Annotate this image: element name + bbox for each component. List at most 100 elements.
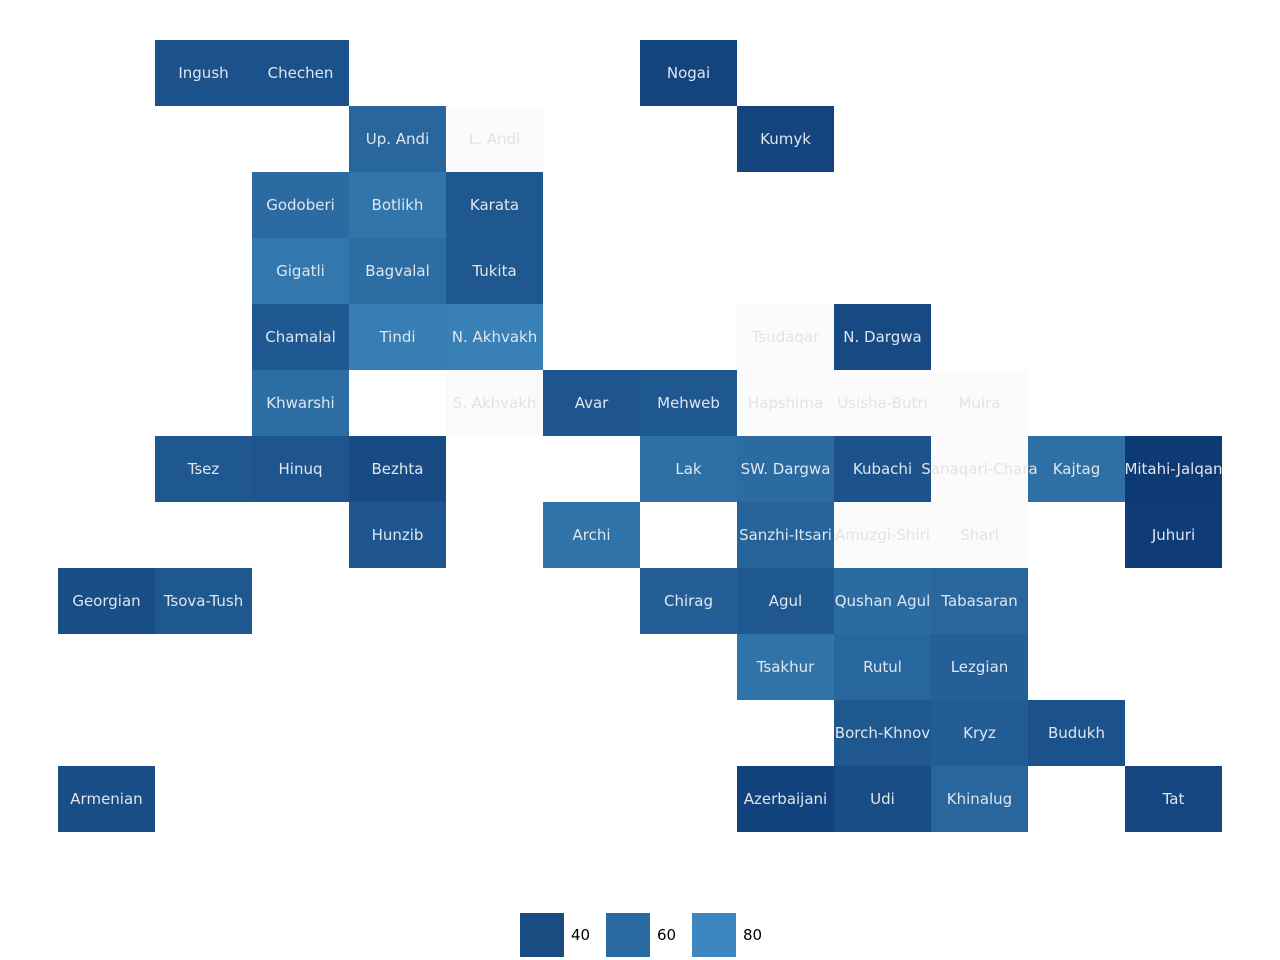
tile-label-sanzhi-itsari: Sanzhi-Itsari: [739, 526, 832, 544]
tile-gigatli: [252, 238, 349, 304]
tile-label-tabasaran: Tabasaran: [940, 592, 1017, 610]
tile-nogai: [640, 40, 737, 106]
tile-udi: [834, 766, 931, 832]
tile-label-kajtag: Kajtag: [1053, 460, 1101, 478]
tile-tat: [1125, 766, 1222, 832]
tile-label-kryz: Kryz: [963, 724, 996, 742]
tile-kajtag: [1028, 436, 1125, 502]
tile-label-tsakhur: Tsakhur: [756, 658, 815, 676]
tile-label-gigatli: Gigatli: [276, 262, 325, 280]
tile-label-hapshima: Hapshima: [748, 394, 823, 412]
tile-n-akhvakh: [446, 304, 543, 370]
tile-sw-dargwa: [737, 436, 834, 502]
tile-up-andi: [349, 106, 446, 172]
tile-label-godoberi: Godoberi: [266, 196, 335, 214]
tile-hunzib: [349, 502, 446, 568]
color-legend: 40 60 80: [520, 913, 762, 957]
tile-usisha-butri: [834, 370, 931, 436]
tile-label-avar: Avar: [575, 394, 609, 412]
tile-rutul: [834, 634, 931, 700]
tile-khinalug: [931, 766, 1028, 832]
tile-label-rutul: Rutul: [863, 658, 902, 676]
tile-label-usisha-butri: Usisha-Butri: [837, 394, 927, 412]
tile-label-hinuq: Hinuq: [279, 460, 323, 478]
tile-n-dargwa: [834, 304, 931, 370]
tile-juhuri: [1125, 502, 1222, 568]
tile-label-botlikh: Botlikh: [372, 196, 424, 214]
tile-label-sanaqari-chara: Sanaqari-Chara: [921, 460, 1037, 478]
tile-label-kumyk: Kumyk: [760, 130, 811, 148]
tile-godoberi: [252, 172, 349, 238]
tile-borch-khnov: [834, 700, 931, 766]
tile-tsakhur: [737, 634, 834, 700]
tile-label-hunzib: Hunzib: [372, 526, 424, 544]
legend-label-40: 40: [571, 926, 590, 944]
tile-amuzgi-shiri: [834, 502, 931, 568]
tile-label-georgian: Georgian: [72, 592, 140, 610]
tile-s-akhvakh: [446, 370, 543, 436]
tile-label-chechen: Chechen: [268, 64, 334, 82]
tile-label-budukh: Budukh: [1048, 724, 1105, 742]
tile-label-azerbaijani: Azerbaijani: [744, 790, 827, 808]
tile-label-tukita: Tukita: [471, 262, 516, 280]
legend-label-80: 80: [743, 926, 762, 944]
tile-kubachi: [834, 436, 931, 502]
tile-label-tsova-tush: Tsova-Tush: [163, 592, 244, 610]
tile-label-archi: Archi: [572, 526, 610, 544]
tile-label-khinalug: Khinalug: [947, 790, 1012, 808]
tile-label-nogai: Nogai: [667, 64, 710, 82]
tile-tabasaran: [931, 568, 1028, 634]
tile-label-agul: Agul: [769, 592, 802, 610]
tile-label-n-akhvakh: N. Akhvakh: [452, 328, 537, 346]
tile-label-amuzgi-shiri: Amuzgi-Shiri: [835, 526, 930, 544]
tile-hapshima: [737, 370, 834, 436]
tile-muira: [931, 370, 1028, 436]
tile-chamalal: [252, 304, 349, 370]
tile-label-karata: Karata: [470, 196, 519, 214]
legend-swatch-80: [692, 913, 736, 957]
tile-sanaqari-chara: [931, 436, 1028, 502]
tile-tsez: [155, 436, 252, 502]
tile-sanzhi-itsari: [737, 502, 834, 568]
tile-chirag: [640, 568, 737, 634]
tile-mitahi-jalqan: [1125, 436, 1222, 502]
tile-bezhta: [349, 436, 446, 502]
tile-avar: [543, 370, 640, 436]
tile-bagvalal: [349, 238, 446, 304]
tile-karata: [446, 172, 543, 238]
tile-label-muira: Muira: [959, 394, 1001, 412]
legend-swatch-40: [520, 913, 564, 957]
tile-georgian: [58, 568, 155, 634]
tile-label-ingush: Ingush: [178, 64, 228, 82]
tile-label-udi: Udi: [870, 790, 895, 808]
tile-kryz: [931, 700, 1028, 766]
tile-label-armenian: Armenian: [70, 790, 142, 808]
tile-label-mitahi-jalqan: Mitahi-Jalqan: [1124, 460, 1222, 478]
tile-label-tindi: Tindi: [378, 328, 415, 346]
tile-label-sw-dargwa: SW. Dargwa: [741, 460, 831, 478]
tile-kumyk: [737, 106, 834, 172]
tile-tukita: [446, 238, 543, 304]
legend-label-60: 60: [657, 926, 676, 944]
tile-label-lak: Lak: [675, 460, 702, 478]
tile-tsova-tush: [155, 568, 252, 634]
tile-label-khwarshi: Khwarshi: [266, 394, 334, 412]
tile-label-s-akhvakh: S. Akhvakh: [453, 394, 537, 412]
tile-khwarshi: [252, 370, 349, 436]
tile-lezgian: [931, 634, 1028, 700]
tile-botlikh: [349, 172, 446, 238]
tile-label-tsez: Tsez: [187, 460, 220, 478]
tile-lak: [640, 436, 737, 502]
tile-ingush: [155, 40, 252, 106]
tile-label-chirag: Chirag: [664, 592, 713, 610]
tile-budukh: [1028, 700, 1125, 766]
tile-label-juhuri: Juhuri: [1151, 526, 1195, 544]
tile-label-chamalal: Chamalal: [265, 328, 336, 346]
tile-azerbaijani: [737, 766, 834, 832]
tile-label-kubachi: Kubachi: [853, 460, 912, 478]
tile-label-qushan-agul: Qushan Agul: [835, 592, 931, 610]
tile-label-l-andi: L. Andi: [469, 130, 520, 148]
tile-archi: [543, 502, 640, 568]
tile-mehweb: [640, 370, 737, 436]
